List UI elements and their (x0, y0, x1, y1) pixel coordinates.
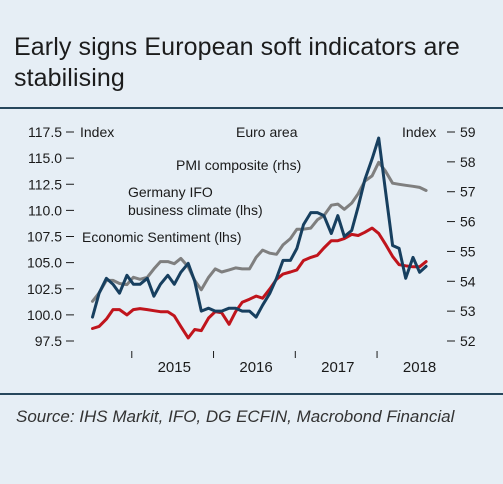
x-tick-label: 2015 (158, 359, 191, 376)
top-divider (0, 107, 503, 109)
right-axis: 59 58 57 56 55 54 53 52 (447, 124, 476, 349)
sentiment-annotation: Economic Sentiment (lhs) (82, 229, 242, 245)
left-tick-label: 107.5 (27, 229, 62, 245)
left-tick-label: 102.5 (27, 281, 62, 297)
x-tick-label: 2017 (321, 359, 354, 376)
bottom-divider (0, 393, 503, 395)
line-chart: 117.5 115.0 112.5 110.0 107.5 105.0 102.5 100.0… (27, 124, 476, 376)
left-tick-label: 112.5 (28, 176, 62, 192)
left-tick-label: 100.0 (27, 307, 62, 323)
chart-title: Early signs European soft indicators are… (14, 33, 460, 92)
left-tick-label: 115.0 (28, 150, 62, 166)
ifo-annotation-line1: Germany IFO (128, 184, 213, 200)
series-line-sentiment (91, 160, 428, 303)
left-axis-label: Index (80, 124, 114, 140)
right-tick-label: 52 (460, 333, 476, 349)
right-tick-label: 58 (460, 154, 476, 170)
region-label: Euro area (236, 124, 298, 140)
series-line-ifo (91, 226, 428, 340)
right-tick-label: 55 (460, 243, 476, 259)
left-tick-label: 105.0 (27, 255, 62, 271)
left-tick-label: 110.0 (28, 202, 62, 218)
left-axis: 117.5 115.0 112.5 110.0 107.5 105.0 102.5 100.0… (27, 124, 74, 349)
x-tick-label: 2018 (403, 359, 436, 376)
pmi-annotation: PMI composite (rhs) (176, 157, 301, 173)
series-layer (91, 136, 428, 340)
right-tick-label: 56 (460, 214, 476, 230)
series-line-pmi (91, 136, 428, 319)
x-tick-label: 2016 (239, 359, 272, 376)
right-tick-label: 53 (460, 303, 476, 319)
right-tick-label: 57 (460, 184, 476, 200)
source-note: Source: IHS Markit, IFO, DG ECFIN, Macro… (16, 407, 455, 426)
x-axis: 2015 2016 2017 2018 (131, 351, 436, 376)
right-tick-label: 54 (460, 273, 476, 289)
ifo-annotation-line2: business climate (lhs) (128, 202, 263, 218)
left-tick-label: 97.5 (35, 333, 62, 349)
left-tick-label: 117.5 (28, 124, 62, 140)
right-axis-label: Index (402, 124, 436, 140)
right-tick-label: 59 (460, 124, 476, 140)
